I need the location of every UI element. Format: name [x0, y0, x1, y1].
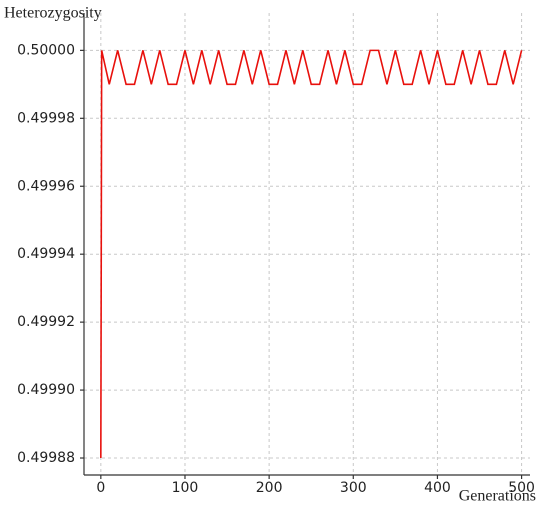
y-axis-label: Heterozygosity [4, 5, 102, 22]
data-line [100, 49, 523, 459]
x-tick-label: 500 [508, 480, 535, 496]
y-tick-label: 0.49994 [17, 246, 75, 262]
x-axis-label: Generations [459, 488, 536, 505]
y-tick-label: 0.49990 [17, 382, 75, 398]
x-tick-label: 300 [340, 480, 367, 496]
y-tick-label: 0.50000 [17, 42, 75, 58]
y-tick-label: 0.49992 [17, 314, 75, 330]
y-tick-label: 0.49988 [17, 450, 75, 466]
y-tick-label: 0.49998 [17, 110, 75, 126]
x-tick-label: 100 [172, 480, 199, 496]
x-tick-label: 0 [96, 480, 105, 496]
y-tick-label: 0.49996 [17, 178, 75, 194]
x-tick-label: 200 [256, 480, 283, 496]
x-tick-label: 400 [424, 480, 451, 496]
